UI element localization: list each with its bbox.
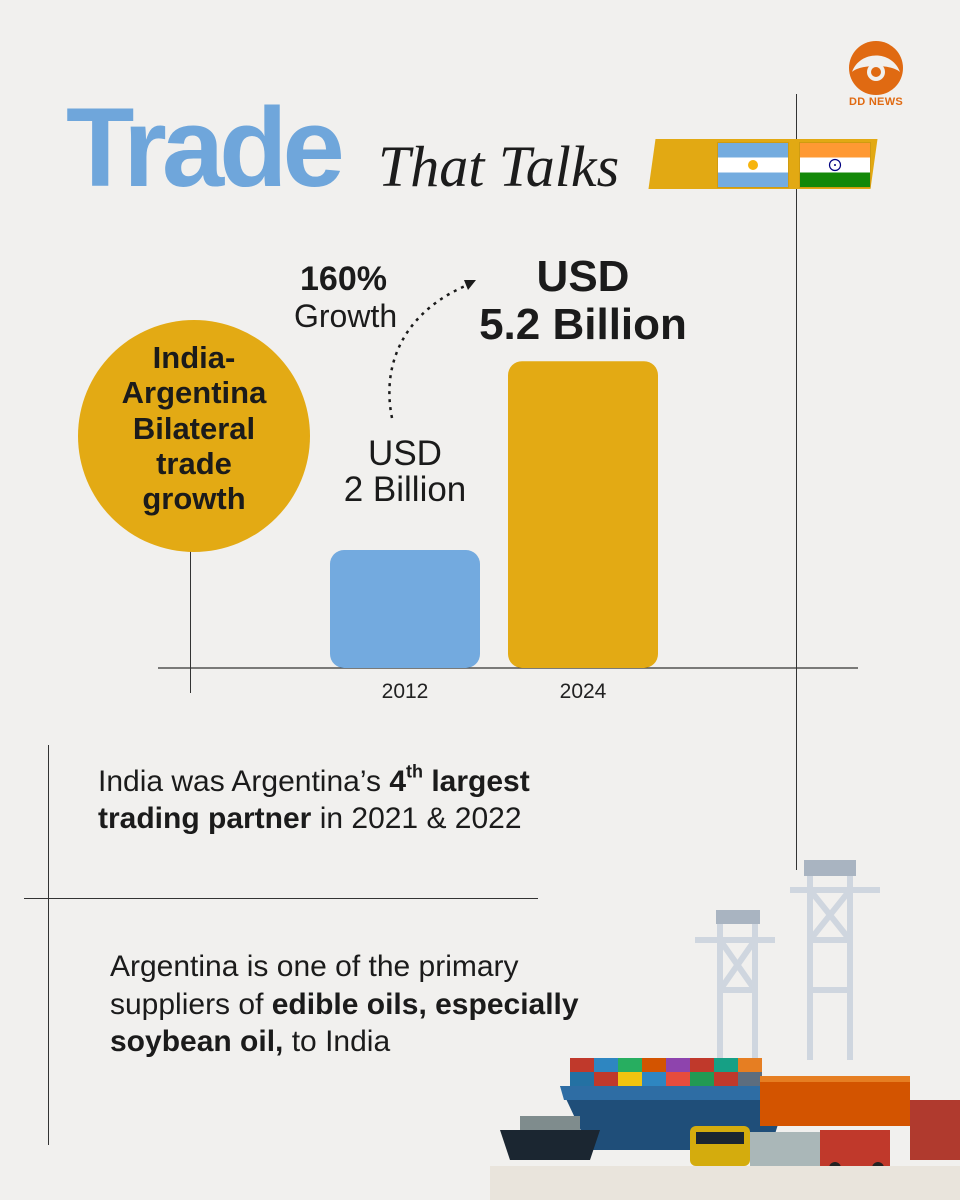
growth-word: Growth [294, 298, 398, 334]
bar-2024 [508, 361, 658, 668]
decor-line [24, 898, 538, 899]
fact1-bold-partner: trading partner [98, 801, 312, 835]
fact2-tail: to India [283, 1025, 391, 1058]
decor-line [190, 545, 191, 693]
fact1-rank: 4 [389, 765, 406, 798]
decor-line [796, 94, 797, 870]
data-label-2024-value: 5.2 Billion [479, 300, 687, 349]
argentina-flag-icon [718, 143, 788, 187]
badge-line: growth [142, 481, 246, 517]
title-main: Trade [66, 85, 345, 210]
bar-chart: 2012 2024 [158, 361, 858, 703]
badge-line: Argentina [121, 375, 267, 411]
topic-badge [78, 320, 310, 552]
x-tick-label: 2012 [382, 680, 429, 703]
badge-line: Bilateral [132, 410, 256, 446]
badge-line: trade [156, 445, 232, 481]
badge-line: India- [152, 340, 236, 375]
india-flag-icon [800, 143, 870, 187]
fact1-bold: largest [423, 765, 530, 798]
fact-edible-oils: Argentina is one of the primary supplier… [110, 948, 650, 1061]
data-label-2012-value: 2 Billion [343, 470, 467, 509]
fact-trading-partner: India was Argentina’s 4th largest tradin… [98, 761, 658, 837]
growth-arrow-icon [388, 280, 476, 419]
topic-badge-text: India- Argentina Bilateral trade growth [88, 340, 300, 517]
data-label-2024-currency: USD [536, 252, 630, 301]
data-label-2012-currency: USD [368, 434, 442, 473]
x-tick-label: 2024 [560, 680, 607, 703]
decor-line [48, 745, 49, 1145]
fact2-bold-oils: edible oils, especially [271, 987, 579, 1021]
fact1-text: India was Argentina’s [98, 765, 390, 798]
dd-news-logo-icon [838, 38, 914, 118]
bar-2012 [330, 550, 480, 668]
fact1-rank-suffix: th [406, 761, 423, 782]
fact2-text: suppliers of [110, 987, 272, 1021]
port-illustration [490, 860, 960, 1200]
title-sub: That Talks [378, 134, 620, 199]
fact1-years: in 2021 & 2022 [311, 801, 522, 835]
logo-text: DD NEWS [848, 96, 904, 108]
fact2-line1: Argentina is one of the primary [110, 950, 519, 983]
fact2-bold-soybean: soybean oil, [110, 1025, 284, 1058]
growth-percent: 160% [300, 260, 387, 298]
